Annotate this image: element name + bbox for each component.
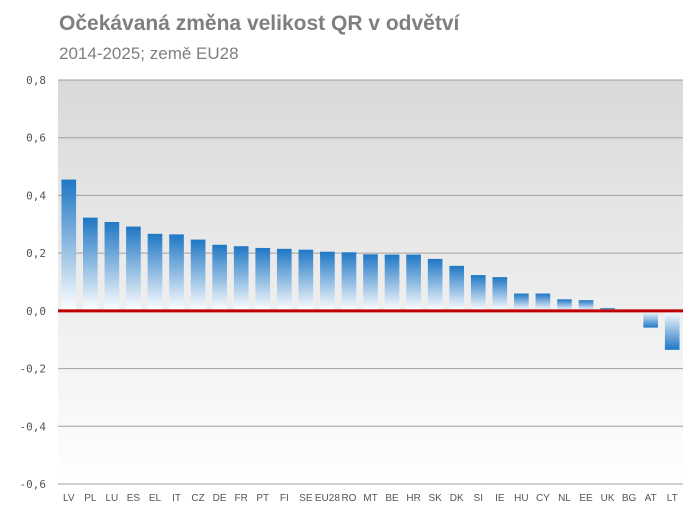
- bar-nl: [557, 299, 572, 311]
- x-tick-label: SE: [299, 493, 313, 504]
- x-tick-label: AT: [645, 493, 657, 504]
- bar-de: [212, 244, 227, 311]
- bar-fr: [233, 246, 249, 311]
- bar-mt: [363, 254, 378, 311]
- y-tick-label: 0,2: [26, 247, 46, 260]
- y-tick-label: 0,4: [26, 189, 46, 202]
- x-tick-label: IT: [172, 493, 181, 504]
- bar-pt: [255, 247, 271, 311]
- bar-se: [298, 249, 314, 311]
- x-tick-label: FR: [235, 493, 248, 504]
- bar-ie: [492, 277, 508, 311]
- bar-pl: [83, 217, 98, 311]
- x-tick-label: DE: [213, 493, 227, 504]
- x-tick-label: RO: [341, 493, 356, 504]
- x-tick-label: CY: [536, 493, 550, 504]
- y-tick-label: 0,8: [26, 74, 46, 87]
- bar-ro: [341, 252, 357, 311]
- chart-title: Očekávaná změna velikost QR v odvětví: [59, 12, 460, 35]
- x-tick-label: BG: [622, 493, 637, 504]
- bar-hu: [514, 293, 529, 311]
- x-tick-label: ES: [127, 493, 141, 504]
- bar-it: [169, 234, 184, 311]
- x-tick-label: NL: [558, 493, 571, 504]
- x-tick-label: LU: [105, 493, 118, 504]
- bar-si: [470, 275, 486, 311]
- x-tick-label: SI: [474, 493, 483, 504]
- x-tick-label: EE: [579, 493, 593, 504]
- y-tick-label: -0,4: [20, 420, 47, 433]
- bar-eu28: [320, 251, 335, 311]
- bar-lt: [664, 310, 680, 350]
- x-tick-label: IE: [495, 493, 505, 504]
- bar-fi: [276, 248, 292, 311]
- x-tick-label: HU: [514, 493, 528, 504]
- x-tick-label: SK: [428, 493, 442, 504]
- bar-at: [643, 310, 658, 328]
- x-tick-label: MT: [363, 493, 377, 504]
- bar-lv: [61, 179, 77, 311]
- x-tick-label: BE: [385, 493, 399, 504]
- bar-el: [147, 233, 163, 311]
- bar-ee: [578, 300, 594, 311]
- x-axis-ticks: LV PL LU ES EL IT CZ DE FR PT FI SE EU28 RO MT BE HR SK DK…: [63, 493, 678, 504]
- bar-lu: [104, 221, 120, 311]
- bar-sk: [427, 258, 443, 311]
- bar-cz: [190, 239, 206, 311]
- x-tick-label: CZ: [191, 493, 204, 504]
- bar-be: [384, 254, 400, 311]
- x-tick-label: EU28: [315, 493, 340, 504]
- y-tick-label: -0,6: [20, 478, 47, 491]
- bar-es: [126, 226, 141, 311]
- x-tick-label: LT: [667, 493, 678, 504]
- bar-cy: [535, 293, 551, 311]
- x-tick-label: EL: [149, 493, 162, 504]
- bar-hr: [406, 254, 421, 311]
- x-tick-label: LV: [63, 493, 75, 504]
- x-tick-label: PT: [256, 493, 269, 504]
- x-tick-label: FI: [280, 493, 289, 504]
- bar-dk: [449, 265, 465, 311]
- x-tick-label: PL: [84, 493, 97, 504]
- y-tick-label: 0,0: [26, 305, 46, 318]
- y-axis-ticks: 0,8 0,6 0,4 0,2 0,0 -0,2 -0,4 -0,6: [20, 74, 47, 491]
- chart-subtitle: 2014-2025; země EU28: [59, 44, 239, 63]
- x-tick-label: HR: [406, 493, 420, 504]
- y-tick-label: 0,6: [26, 132, 46, 145]
- x-tick-label: UK: [601, 493, 615, 504]
- x-tick-label: DK: [450, 493, 464, 504]
- y-tick-label: -0,2: [20, 363, 47, 376]
- bars: [61, 179, 680, 350]
